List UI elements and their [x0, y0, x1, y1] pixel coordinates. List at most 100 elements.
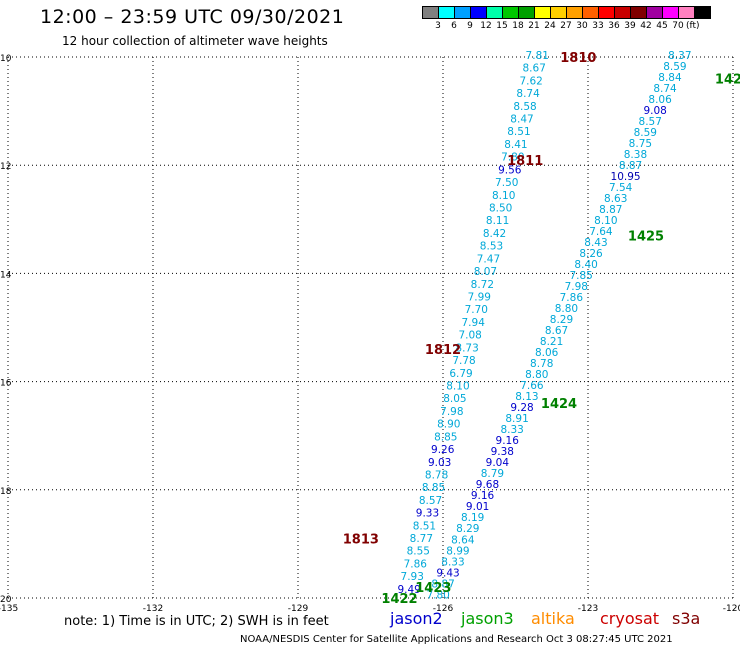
legend-label: 36: [608, 21, 620, 31]
swh-value: 7.98: [440, 406, 463, 418]
swh-value: 8.75: [629, 138, 652, 150]
satellite-cryosat: cryosat: [600, 609, 660, 628]
legend-label: 21: [528, 21, 540, 31]
swh-value: 8.55: [407, 546, 430, 558]
swh-value: 7.93: [401, 571, 424, 583]
swh-value: 8.33: [441, 556, 464, 568]
legend-swatches: [422, 6, 740, 19]
swh-value: 8.29: [456, 523, 479, 535]
swh-value: 9.33: [416, 508, 439, 520]
legend-label: 15: [496, 21, 508, 31]
satellite-jason2: jason2: [390, 609, 443, 628]
page-subtitle: 12 hour collection of altimeter wave hei…: [62, 34, 328, 48]
swh-value: 7.64: [589, 226, 613, 238]
swh-value: 9.38: [491, 446, 514, 458]
swh-value: 8.51: [413, 520, 436, 532]
legend-labels: (ft) 3 6 9 12 15 18 21 24 27 30 33 36 39 42 45 70: [422, 19, 740, 33]
satellite-altika: altika: [531, 609, 575, 628]
swh-value: 8.85: [434, 431, 457, 443]
pass-time-label: 1426: [715, 73, 740, 88]
swh-value: 8.06: [535, 347, 559, 359]
units-note: note: 1) Time is in UTC; 2) SWH is in fe…: [64, 614, 329, 629]
swh-value: 8.78: [530, 358, 553, 370]
lon-tick-label: -135: [0, 604, 18, 614]
lon-tick-label: -120: [723, 604, 740, 614]
lon-tick-label: -126: [433, 604, 454, 614]
swh-value: 8.47: [510, 113, 533, 125]
swh-value: 9.03: [428, 457, 451, 469]
legend-label: 3: [435, 21, 441, 31]
swh-value: 7.80: [426, 589, 449, 601]
legend-label: 39: [624, 21, 636, 31]
swh-value: 7.94: [462, 317, 486, 329]
swh-value: 8.29: [550, 314, 573, 326]
swh-value: 8.80: [555, 303, 578, 315]
swh-value: 8.42: [483, 228, 506, 240]
swh-value: 6.79: [449, 368, 472, 380]
swh-value: 8.67: [545, 325, 568, 337]
swh-value: 8.53: [480, 241, 503, 253]
swh-value: 9.08: [643, 105, 666, 117]
swh-value: 8.10: [594, 215, 617, 227]
lon-tick-label: -132: [143, 604, 163, 614]
lat-tick-label: 12: [0, 162, 11, 172]
legend-swatch: [694, 6, 711, 19]
swh-value: 7.78: [452, 355, 475, 367]
swh-value: 9.16: [496, 435, 520, 447]
swh-value: 8.84: [658, 72, 682, 84]
swh-value: 9.28: [510, 402, 533, 414]
lat-tick-label: 10: [0, 54, 12, 64]
legend-label: 27: [560, 21, 572, 31]
legend-label: 12: [480, 21, 492, 31]
legend-unit: (ft): [686, 21, 700, 31]
swh-value: 8.87: [619, 160, 642, 172]
swh-value: 9.68: [476, 479, 499, 491]
swh-value: 8.33: [500, 424, 523, 436]
swh-value: 8.79: [481, 468, 504, 480]
swh-value: 8.10: [446, 380, 469, 392]
swh-value: 8.13: [515, 391, 538, 403]
pass-time-label: 1422: [381, 592, 417, 607]
swh-value: 7.86: [560, 292, 584, 304]
swh-value: 8.99: [446, 545, 469, 557]
legend-label: 70: [672, 21, 684, 31]
legend-label: 45: [656, 21, 668, 31]
swh-value: 8.05: [443, 393, 466, 405]
swh-value: 8.50: [489, 202, 512, 214]
swh-value: 8.73: [455, 342, 478, 354]
swh-value: 8.21: [540, 336, 563, 348]
pass-time-label: 1813: [343, 532, 379, 547]
swh-value: 8.58: [513, 101, 536, 113]
swh-value: 7.50: [495, 177, 518, 189]
swh-value: 9.56: [498, 164, 522, 176]
swh-value: 8.11: [486, 215, 509, 227]
swh-value: 9.43: [436, 567, 459, 579]
legend-label: 6: [451, 21, 457, 31]
swh-value: 8.74: [653, 83, 677, 95]
swh-value: 8.72: [471, 279, 494, 291]
swh-value: 8.37: [668, 50, 691, 62]
swh-value: 10.95: [611, 171, 641, 183]
swh-value: 9.16: [471, 490, 495, 502]
lat-tick-label: 14: [0, 270, 12, 280]
swh-value: 8.67: [523, 63, 546, 75]
swh-value: 8.77: [410, 533, 433, 545]
swh-value: 8.38: [624, 149, 647, 161]
swh-value: 8.07: [474, 266, 497, 278]
swh-value: 7.54: [609, 182, 633, 194]
pass-time-label: 1425: [628, 230, 664, 245]
color-legend: (ft) 3 6 9 12 15 18 21 24 27 30 33 36 39 42 45 70: [422, 6, 740, 33]
swh-value: 7.47: [477, 253, 500, 265]
swh-value: 8.26: [579, 248, 603, 260]
legend-label: 30: [576, 21, 588, 31]
swh-value: 8.10: [492, 190, 515, 202]
pass-time-label: 1812: [425, 343, 461, 358]
swh-value: 8.19: [461, 512, 484, 524]
legend-label: 42: [640, 21, 652, 31]
swh-value: 8.91: [505, 413, 528, 425]
swh-value: 7.80: [501, 152, 524, 164]
satellite-jason3: jason3: [461, 609, 514, 628]
swh-value: 8.90: [437, 419, 460, 431]
swh-value: 8.57: [419, 495, 442, 507]
swh-value: 7.62: [519, 75, 542, 87]
